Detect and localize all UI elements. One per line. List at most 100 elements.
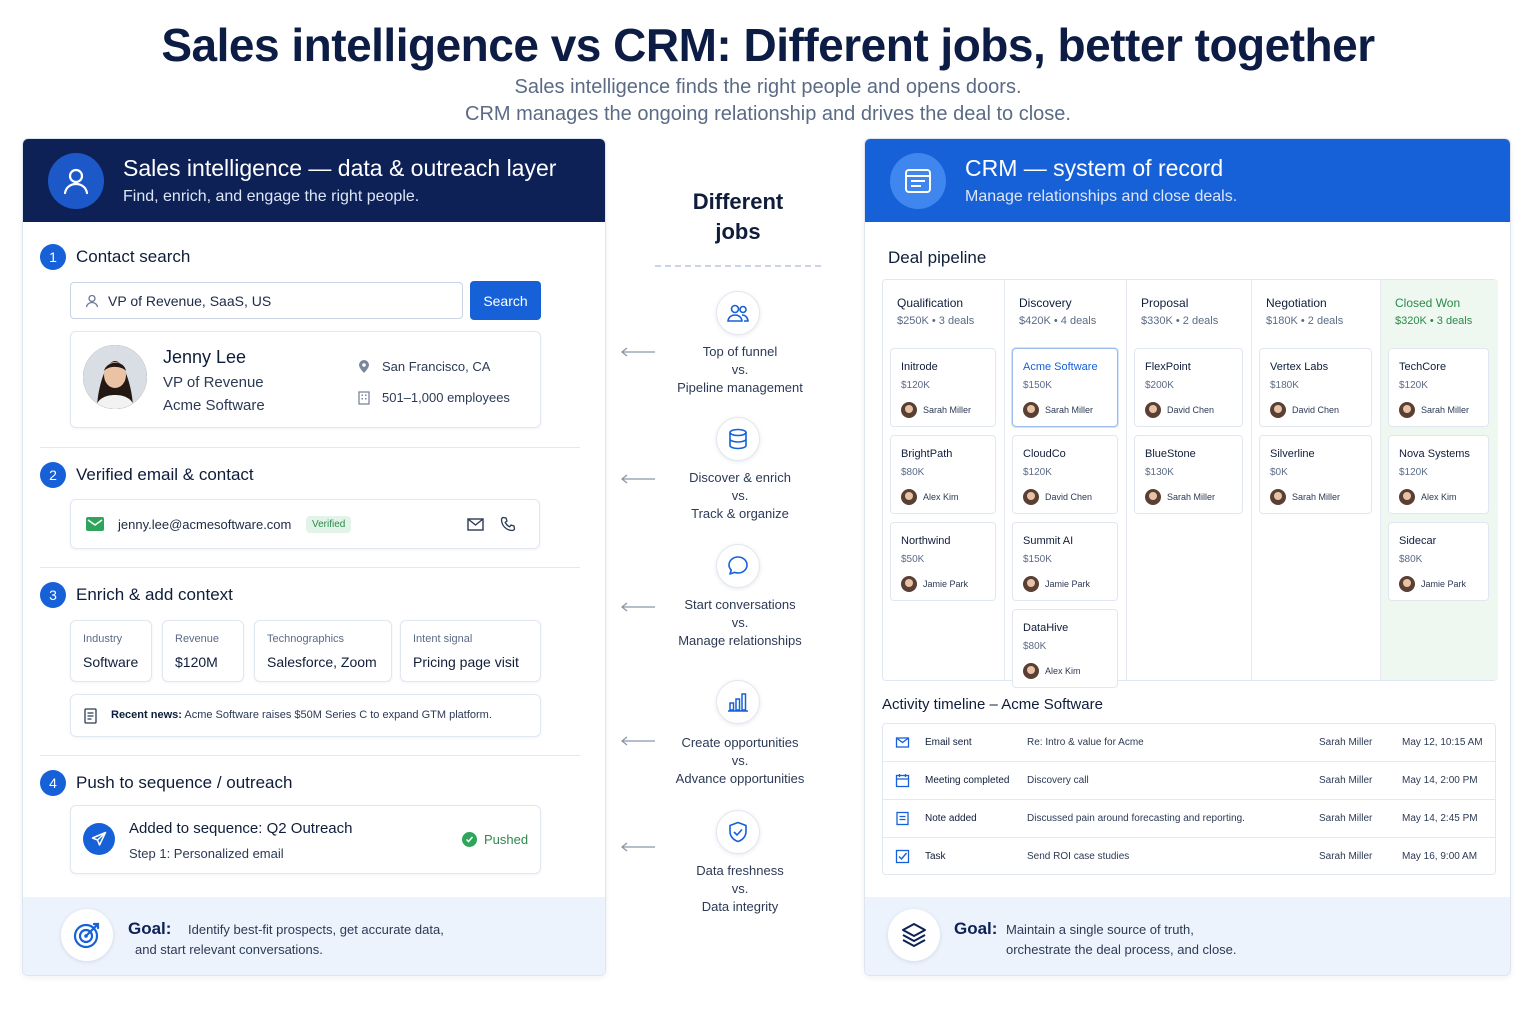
news-text: Recent news: Acme Software raises $50M S… [111, 709, 492, 721]
layers-icon [888, 909, 940, 961]
timeline-row[interactable]: Task Send ROI case studies Sarah Miller May… [883, 838, 1495, 876]
sequence-title: Added to sequence: Q2 Outreach [129, 820, 353, 837]
deal-card[interactable]: Northwind $50K Jamie Park [890, 522, 996, 601]
owner-avatar [901, 402, 917, 418]
pushed-label: Pushed [484, 832, 529, 847]
sales-intelligence-panel: Sales intelligence — data & outreach lay… [22, 138, 606, 976]
deal-card[interactable]: Acme Software $150K Sarah Miller [1012, 348, 1118, 427]
bar-chart-icon [716, 680, 760, 724]
pipeline-column: Proposal $330K • 2 deals FlexPoint $200K Dav… [1127, 280, 1252, 680]
comparison-right: Data integrity [701, 899, 779, 914]
mail-icon [895, 737, 910, 748]
comparison-left: Create opportunities [681, 735, 799, 750]
phone-icon[interactable] [500, 516, 516, 532]
deal-card[interactable]: Silverline $0K Sarah Miller [1259, 435, 1372, 514]
deal-name: TechCore [1399, 361, 1447, 373]
chat-icon [716, 544, 760, 588]
contact-card[interactable]: Jenny Lee VP of Revenue Acme Software Sa… [70, 331, 541, 428]
goal-text-line1: Maintain a single source of truth, [1006, 922, 1194, 937]
owner-name: David Chen [1167, 405, 1215, 415]
timeline-row[interactable]: Note added Discussed pain around forecast… [883, 800, 1495, 838]
record-icon [890, 153, 946, 209]
attribute-card-intent: Intent signal Pricing page visit [400, 620, 541, 682]
column-summary: $250K • 3 deals [897, 315, 975, 327]
deal-card[interactable]: Initrode $120K Sarah Miller [890, 348, 996, 427]
contact-company-size: 501–1,000 employees [358, 390, 510, 405]
comparison-vs: vs. [731, 362, 749, 377]
deal-card[interactable]: BrightPath $80K Alex Kim [890, 435, 996, 514]
deal-value: $0K [1270, 467, 1288, 478]
deal-card[interactable]: CloudCo $120K David Chen [1012, 435, 1118, 514]
deal-owner: Jamie Park [901, 576, 968, 592]
deal-value: $130K [1145, 467, 1174, 478]
deal-owner: David Chen [1145, 402, 1214, 418]
verified-badge: Verified [306, 516, 352, 533]
owner-avatar [1145, 402, 1161, 418]
search-input[interactable]: VP of Revenue, SaaS, US [70, 282, 463, 319]
contact-size-text: 501–1,000 employees [382, 390, 510, 405]
crm-panel: CRM — system of record Manage relationsh… [864, 138, 1511, 976]
search-button[interactable]: Search [470, 281, 541, 320]
comparison-data: Data freshness vs. Data integrity [640, 862, 840, 916]
deal-owner: Alex Kim [1023, 663, 1081, 679]
activity-type: Note added [925, 813, 977, 824]
activity-owner: Sarah Miller [1319, 775, 1373, 786]
deal-name: Nova Systems [1399, 448, 1470, 460]
activity-owner: Sarah Miller [1319, 737, 1373, 748]
owner-avatar [1023, 402, 1039, 418]
timeline-row[interactable]: Meeting completed Discovery call Sarah Mil… [883, 762, 1495, 800]
checkbox-icon [895, 849, 910, 864]
owner-avatar [1145, 489, 1161, 505]
deal-card[interactable]: Sidecar $80K Jamie Park [1388, 522, 1489, 601]
calendar-icon [895, 774, 910, 788]
comparison-vs: vs. [731, 615, 749, 630]
deal-card[interactable]: Vertex Labs $180K David Chen [1259, 348, 1372, 427]
deal-card[interactable]: FlexPoint $200K David Chen [1134, 348, 1243, 427]
owner-avatar [1399, 576, 1415, 592]
sales-intelligence-title: Sales intelligence — data & outreach lay… [123, 155, 557, 181]
deal-name: Acme Software [1023, 361, 1098, 373]
location-pin-icon [359, 359, 369, 373]
pipeline-column: Discovery $420K • 4 deals Acme Software $15… [1005, 280, 1127, 688]
owner-name: Sarah Miller [923, 405, 972, 415]
email-address[interactable]: jenny.lee@acmesoftware.com [118, 517, 292, 532]
page-title: Sales intelligence vs CRM: Different job… [161, 19, 1375, 71]
owner-name: Sarah Miller [1167, 492, 1216, 502]
search-input-value: VP of Revenue, SaaS, US [108, 292, 272, 309]
mail-icon[interactable] [467, 518, 484, 531]
comparison-vs: vs. [731, 881, 749, 896]
sales-intelligence-header: Sales intelligence — data & outreach lay… [23, 139, 605, 222]
email-icon [86, 517, 104, 531]
comparison-left: Data freshness [696, 863, 784, 878]
step-label: Enrich & add context [76, 585, 233, 604]
sequence-card[interactable]: Added to sequence: Q2 Outreach Step 1: P… [70, 805, 541, 874]
deal-value: $80K [1023, 641, 1047, 652]
deal-card[interactable]: DataHive $80K Alex Kim [1012, 609, 1118, 688]
timeline-row[interactable]: Email sent Re: Intro & value for Acme Sara… [883, 724, 1495, 762]
sequence-step: Step 1: Personalized email [129, 846, 284, 861]
comparison-discover: Discover & enrich vs. Track & organize [640, 469, 840, 523]
deal-owner: Sarah Miller [1270, 489, 1340, 505]
comparison-conversations: Start conversations vs. Manage relations… [640, 596, 840, 650]
deal-card[interactable]: Nova Systems $120K Alex Kim [1388, 435, 1489, 514]
step-number: 4 [40, 770, 66, 796]
attribute-value: Salesforce, Zoom [267, 654, 377, 670]
deal-value: $120K [1399, 467, 1428, 478]
activity-time: May 14, 2:45 PM [1402, 813, 1478, 824]
news-label: Recent news: [111, 709, 182, 721]
deal-card[interactable]: BlueStone $130K Sarah Miller [1134, 435, 1243, 514]
attribute-card-revenue: Revenue $120M [162, 620, 244, 682]
deal-value: $80K [901, 467, 925, 478]
goal-label: Goal: [128, 919, 172, 938]
arrow-left-icon [620, 736, 655, 746]
deal-value: $120K [1399, 380, 1428, 391]
deal-card[interactable]: TechCore $120K Sarah Miller [1388, 348, 1489, 427]
deal-value: $80K [1399, 554, 1423, 565]
pipeline-title: Deal pipeline [888, 248, 987, 267]
owner-avatar [901, 576, 917, 592]
owner-avatar [901, 489, 917, 505]
deal-name: Silverline [1270, 448, 1315, 460]
deal-owner: Sarah Miller [1399, 402, 1469, 418]
deal-card[interactable]: Summit AI $150K Jamie Park [1012, 522, 1118, 601]
activity-description: Send ROI case studies [1027, 851, 1130, 862]
